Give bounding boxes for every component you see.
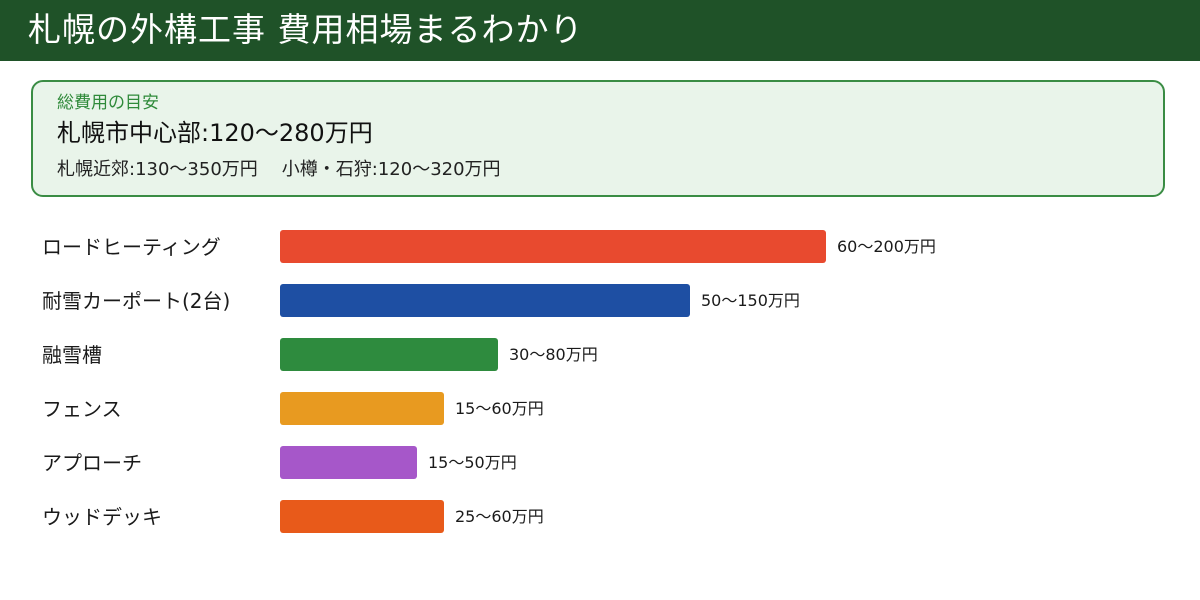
bar: [280, 338, 498, 371]
value-label: 30〜80万円: [509, 344, 598, 364]
value-label: 15〜50万円: [428, 452, 517, 472]
page-header: 札幌の外構工事 費用相場まるわかり: [0, 0, 1200, 61]
summary-sub-right: 小樽・石狩:120〜320万円: [281, 159, 501, 180]
value-label: 60〜200万円: [837, 236, 936, 256]
value-label: 25〜60万円: [455, 506, 544, 526]
page-title: 札幌の外構工事 費用相場まるわかり: [28, 10, 584, 49]
bar: [280, 500, 444, 533]
category-label: フェンス: [42, 396, 122, 421]
summary-sub-estimates: 札幌近郊:130〜350万円 小樽・石狩:120〜320万円: [57, 158, 501, 182]
category-label: アプローチ: [42, 450, 142, 475]
category-label: 耐雪カーポート(2台): [42, 288, 231, 313]
value-label: 15〜60万円: [455, 398, 544, 418]
bar: [280, 446, 417, 479]
summary-main-estimate: 札幌市中心部:120〜280万円: [57, 119, 373, 147]
summary-sub-left: 札幌近郊:130〜350万円: [57, 159, 258, 180]
bar: [280, 392, 444, 425]
bar: [280, 284, 690, 317]
bar: [280, 230, 826, 263]
value-label: 50〜150万円: [701, 290, 800, 310]
category-label: ウッドデッキ: [42, 504, 162, 529]
category-label: 融雪槽: [42, 342, 102, 367]
summary-label: 総費用の目安: [57, 93, 159, 113]
total-cost-summary-box: 総費用の目安 札幌市中心部:120〜280万円 札幌近郊:130〜350万円 小樽…: [31, 80, 1165, 197]
category-label: ロードヒーティング: [42, 234, 221, 259]
